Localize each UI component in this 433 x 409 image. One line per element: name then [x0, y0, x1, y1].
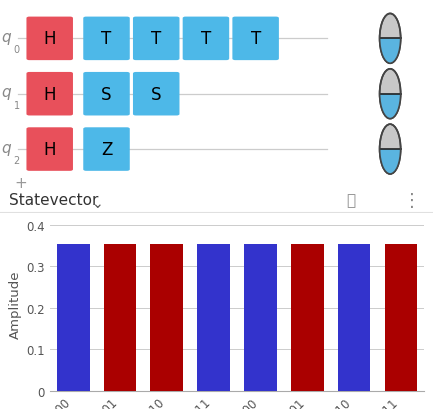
Text: q: q [2, 85, 11, 100]
Bar [385, 244, 417, 391]
FancyBboxPatch shape [83, 128, 130, 171]
Text: H: H [43, 141, 56, 159]
Circle shape [380, 70, 401, 119]
Text: H: H [43, 30, 56, 48]
Text: q: q [2, 140, 11, 155]
Circle shape [380, 125, 401, 175]
Text: 1: 1 [13, 101, 19, 110]
Text: +: + [14, 175, 27, 190]
Text: S: S [101, 85, 112, 103]
Circle shape [380, 14, 401, 64]
Bar [197, 244, 230, 391]
Text: T: T [251, 30, 261, 48]
Text: Statevector: Statevector [9, 193, 98, 208]
Text: T: T [201, 30, 211, 48]
FancyBboxPatch shape [26, 73, 73, 116]
Text: ⌄: ⌄ [91, 197, 103, 211]
Bar [291, 244, 324, 391]
Text: 0: 0 [13, 45, 19, 55]
Wedge shape [380, 94, 401, 119]
Wedge shape [380, 150, 401, 175]
FancyBboxPatch shape [233, 18, 279, 61]
FancyBboxPatch shape [26, 128, 73, 171]
Text: 2: 2 [13, 156, 20, 166]
Text: ⓘ: ⓘ [346, 193, 355, 208]
FancyBboxPatch shape [133, 73, 180, 116]
Text: H: H [43, 85, 56, 103]
FancyBboxPatch shape [183, 18, 229, 61]
Y-axis label: Amplitude: Amplitude [9, 270, 22, 338]
Text: S: S [151, 85, 162, 103]
FancyBboxPatch shape [83, 73, 130, 116]
Bar [103, 244, 136, 391]
Bar [338, 244, 371, 391]
Text: T: T [101, 30, 112, 48]
Text: ⋮: ⋮ [403, 191, 421, 209]
Bar [244, 244, 277, 391]
FancyBboxPatch shape [133, 18, 180, 61]
FancyBboxPatch shape [83, 18, 130, 61]
Bar [150, 244, 183, 391]
Text: Z: Z [101, 141, 112, 159]
Wedge shape [380, 39, 401, 64]
Text: T: T [151, 30, 162, 48]
Bar [57, 244, 90, 391]
Text: q: q [2, 30, 11, 45]
FancyBboxPatch shape [26, 18, 73, 61]
